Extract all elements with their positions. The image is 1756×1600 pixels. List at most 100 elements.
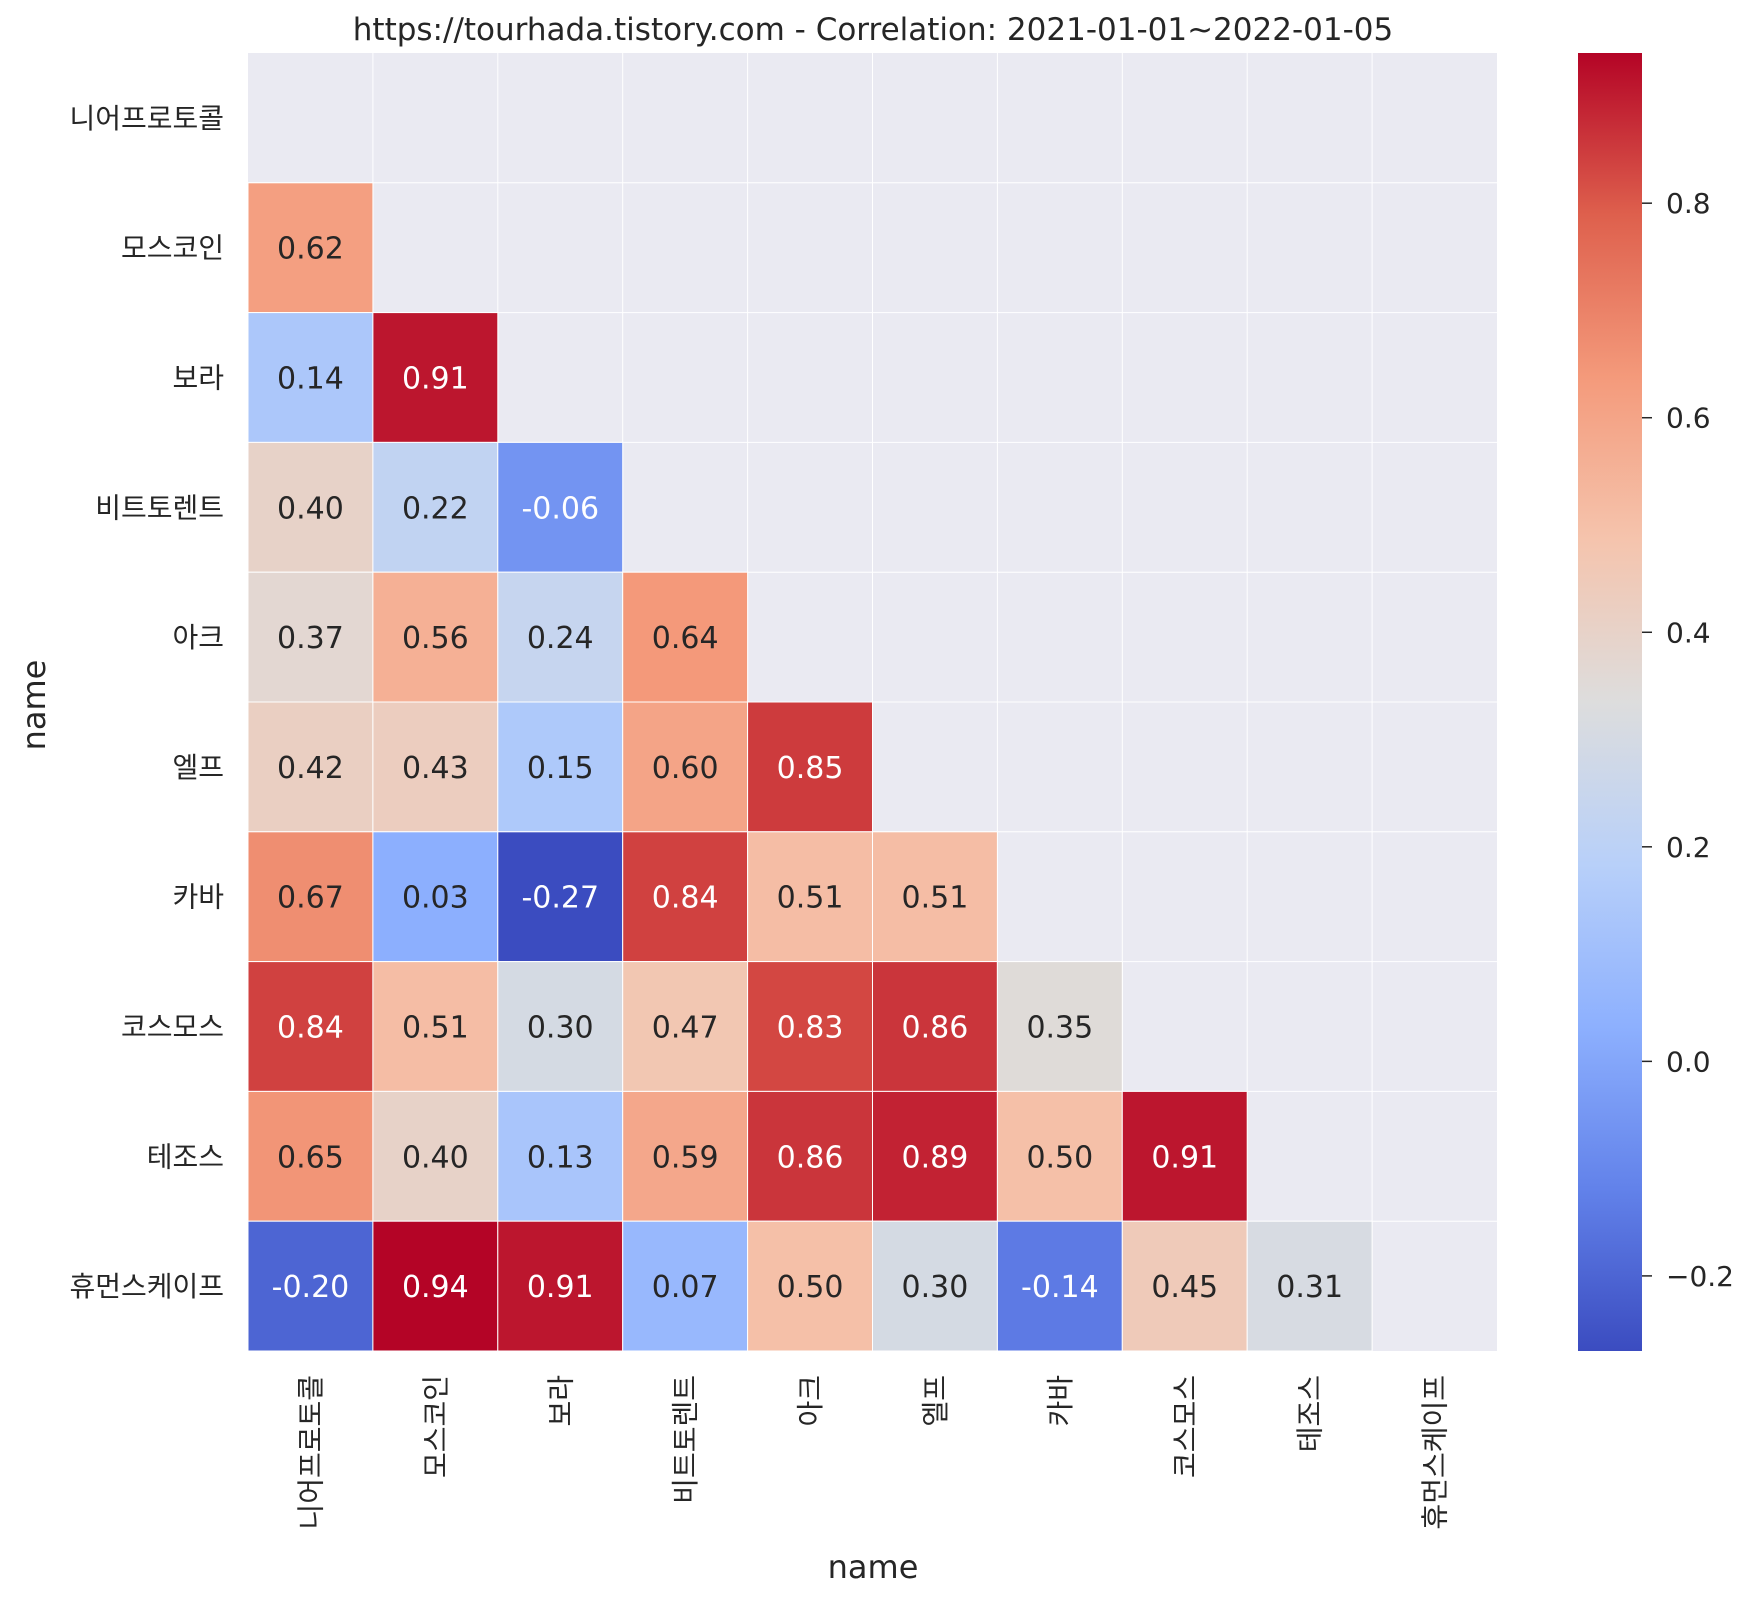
cell-value-label-6-0: 0.67 <box>277 881 344 916</box>
colorbar-tick-label-5: 0.8 <box>1666 187 1711 220</box>
heatmap-cell-3-1 <box>372 441 499 573</box>
cell-value-label-9-1: 0.94 <box>402 1270 469 1305</box>
x-tick-label-0: 니어프로토콜 <box>294 1375 327 1530</box>
y-tick-label-9: 휴먼스케이프 <box>69 1270 224 1303</box>
cell-value-label-5-0: 0.42 <box>277 751 344 786</box>
heatmap-cell-5-2 <box>497 701 624 833</box>
y-tick-label-6: 카바 <box>172 881 224 914</box>
heatmap-cell-8-0 <box>247 1090 374 1222</box>
cell-value-label-9-2: 0.91 <box>527 1270 594 1305</box>
cell-value-label-3-0: 0.40 <box>277 491 344 526</box>
heatmap-cell-8-7 <box>1121 1090 1248 1222</box>
y-axis-title: name <box>15 660 53 751</box>
heatmap-cell-4-1 <box>372 571 499 703</box>
x-tick-label-3: 비트토렌트 <box>669 1375 702 1504</box>
heatmap-cell-9-8 <box>1246 1220 1373 1352</box>
x-tick-label-1: 모스코인 <box>419 1375 452 1478</box>
heatmap-cell-2-1 <box>372 312 499 443</box>
x-axis-title: name <box>828 1548 919 1586</box>
heatmap-cell-5-1 <box>372 701 499 833</box>
y-tick-label-2: 보라 <box>172 362 224 395</box>
y-tick-label-0: 니어프로토콜 <box>69 102 224 135</box>
cell-value-label-2-1: 0.91 <box>402 362 469 397</box>
cell-value-label-8-6: 0.50 <box>1026 1140 1093 1175</box>
cell-value-label-7-2: 0.30 <box>527 1011 594 1046</box>
x-tick-label-5: 엘프 <box>919 1375 952 1427</box>
cell-value-label-7-6: 0.35 <box>1026 1011 1093 1046</box>
heatmap-cell-9-5 <box>872 1220 998 1352</box>
chart-title: https://tourhada.tistory.com - Correlati… <box>353 12 1393 48</box>
y-tick-label-8: 테조스 <box>147 1140 224 1173</box>
cell-value-label-5-1: 0.43 <box>402 751 469 786</box>
y-tick-label-3: 비트토렌트 <box>95 491 224 524</box>
heatmap-grid: 0.62 0.14 0.91 0.40 0.22 -0.06 0.37 0.56 0.24 0.6… <box>247 53 1497 1352</box>
cell-value-label-8-1: 0.40 <box>402 1140 469 1175</box>
cell-value-label-4-1: 0.56 <box>402 621 469 656</box>
cell-value-label-5-4: 0.85 <box>777 751 844 786</box>
heatmap-cell-7-2 <box>497 961 624 1092</box>
y-tick-label-7: 코스모스 <box>121 1011 224 1044</box>
colorbar-tick-label-4: 0.6 <box>1666 402 1711 435</box>
cell-value-label-7-5: 0.86 <box>902 1011 969 1046</box>
cell-value-label-3-1: 0.22 <box>402 491 469 526</box>
cell-value-label-5-3: 0.60 <box>652 751 719 786</box>
x-tick-label-6: 카바 <box>1044 1375 1077 1427</box>
heatmap-cell-3-0 <box>247 441 374 573</box>
heatmap-cell-4-2 <box>497 571 624 703</box>
colorbar: −0.2 0.0 0.2 0.4 0.6 0.8 <box>1578 53 1734 1351</box>
y-tick-label-4: 아크 <box>172 621 224 654</box>
cell-value-label-5-2: 0.15 <box>527 751 594 786</box>
heatmap-cell-1-0 <box>247 182 374 314</box>
cell-value-label-4-2: 0.24 <box>527 621 594 656</box>
heatmap-cell-9-0 <box>247 1220 374 1352</box>
heatmap-cell-8-1 <box>372 1090 499 1222</box>
cell-value-label-8-0: 0.65 <box>277 1140 344 1175</box>
cell-value-label-4-0: 0.37 <box>277 621 344 656</box>
heatmap-cell-6-1 <box>372 831 499 963</box>
cell-value-label-8-5: 0.89 <box>902 1140 969 1175</box>
heatmap-cell-7-0 <box>247 961 374 1092</box>
heatmap-cell-9-3 <box>622 1220 749 1352</box>
colorbar-gradient <box>1578 53 1642 1351</box>
heatmap-cell-6-2 <box>497 831 624 963</box>
heatmap-cell-8-6 <box>996 1090 1123 1222</box>
colorbar-tick-label-2: 0.2 <box>1666 831 1711 864</box>
cell-value-label-4-3: 0.64 <box>652 621 719 656</box>
heatmap-cell-5-3 <box>622 701 749 833</box>
heatmap-cell-5-4 <box>747 701 873 833</box>
cell-value-label-8-3: 0.59 <box>652 1140 719 1175</box>
heatmap-cell-8-3 <box>622 1090 749 1222</box>
cell-value-label-2-0: 0.14 <box>277 362 344 397</box>
cell-value-label-7-0: 0.84 <box>277 1011 344 1046</box>
cell-value-label-7-3: 0.47 <box>652 1011 719 1046</box>
heatmap-cell-6-4 <box>747 831 873 963</box>
heatmap-cell-4-3 <box>622 571 749 703</box>
cell-value-label-6-1: 0.03 <box>402 881 469 916</box>
y-tick-label-5: 엘프 <box>172 751 224 784</box>
heatmap-cell-7-4 <box>747 961 873 1092</box>
heatmap-cell-9-7 <box>1121 1220 1248 1352</box>
colorbar-tick-label-1: 0.0 <box>1666 1045 1711 1078</box>
colorbar-ticks: −0.2 0.0 0.2 0.4 0.6 0.8 <box>1642 187 1734 1293</box>
heatmap-cell-9-1 <box>372 1220 499 1352</box>
x-tick-label-7: 코스모스 <box>1169 1375 1202 1478</box>
cell-value-label-1-0: 0.62 <box>277 232 344 267</box>
cell-value-label-6-4: 0.51 <box>777 881 844 916</box>
heatmap-cell-5-0 <box>247 701 374 833</box>
cell-value-label-9-7: 0.45 <box>1151 1270 1218 1305</box>
cell-value-label-9-0: -0.20 <box>272 1270 350 1305</box>
heatmap-cell-9-2 <box>497 1220 624 1352</box>
x-tick-label-4: 아크 <box>794 1375 827 1427</box>
cell-value-label-6-3: 0.84 <box>652 881 719 916</box>
heatmap-cell-9-6 <box>996 1220 1123 1352</box>
x-tick-label-8: 테조스 <box>1294 1375 1327 1452</box>
x-tick-label-9: 휴먼스케이프 <box>1419 1375 1452 1530</box>
x-tick-label-2: 보라 <box>544 1375 577 1427</box>
cell-value-label-8-7: 0.91 <box>1151 1140 1218 1175</box>
cell-value-label-9-8: 0.31 <box>1276 1270 1343 1305</box>
heatmap-cell-8-2 <box>497 1090 624 1222</box>
cell-value-label-7-1: 0.51 <box>402 1011 469 1046</box>
colorbar-tick-label-3: 0.4 <box>1666 616 1711 649</box>
